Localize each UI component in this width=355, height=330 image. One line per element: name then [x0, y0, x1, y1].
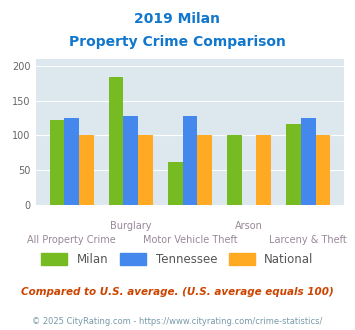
- Text: Arson: Arson: [235, 221, 263, 231]
- Text: Larceny & Theft: Larceny & Theft: [269, 235, 347, 245]
- Bar: [64, 118, 79, 205]
- Text: Burglary: Burglary: [110, 221, 152, 231]
- Text: Motor Vehicle Theft: Motor Vehicle Theft: [143, 235, 237, 245]
- Text: Property Crime Comparison: Property Crime Comparison: [69, 35, 286, 49]
- Bar: [256, 135, 271, 205]
- Text: All Property Crime: All Property Crime: [27, 235, 116, 245]
- Text: 2019 Milan: 2019 Milan: [135, 12, 220, 25]
- Bar: [197, 135, 212, 205]
- Bar: [301, 118, 316, 205]
- Bar: [286, 124, 301, 205]
- Bar: [138, 135, 153, 205]
- Bar: [182, 116, 197, 205]
- Bar: [124, 116, 138, 205]
- Bar: [50, 120, 64, 205]
- Bar: [79, 135, 94, 205]
- Text: © 2025 CityRating.com - https://www.cityrating.com/crime-statistics/: © 2025 CityRating.com - https://www.city…: [32, 317, 323, 326]
- Bar: [316, 135, 330, 205]
- Text: Compared to U.S. average. (U.S. average equals 100): Compared to U.S. average. (U.S. average …: [21, 287, 334, 297]
- Bar: [227, 135, 242, 205]
- Bar: [109, 77, 124, 205]
- Legend: Milan, Tennessee, National: Milan, Tennessee, National: [37, 248, 318, 271]
- Bar: [168, 162, 182, 205]
